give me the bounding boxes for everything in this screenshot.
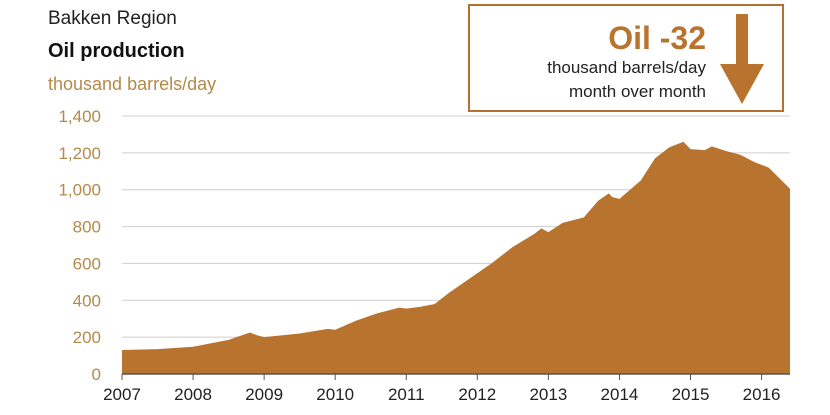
x-tick-label: 2011 — [388, 385, 425, 404]
x-tick-label: 2013 — [529, 385, 567, 404]
x-tick-label: 2015 — [672, 385, 710, 404]
x-tick-label: 2010 — [316, 385, 354, 404]
callout-period-line: month over month — [568, 82, 706, 101]
callout-headline: Oil -32 — [608, 20, 706, 56]
x-tick-label: 2007 — [103, 385, 141, 404]
x-tick-label: 2016 — [743, 385, 781, 404]
y-tick-label: 400 — [73, 291, 101, 310]
x-tick-label: 2014 — [601, 385, 639, 404]
chart-title: Oil production — [48, 40, 185, 62]
y-tick-label: 0 — [92, 365, 101, 384]
y-tick-label: 1,400 — [58, 107, 101, 126]
x-tick-label: 2009 — [245, 385, 283, 404]
y-tick-label: 1,000 — [58, 181, 101, 200]
y-tick-label: 600 — [73, 254, 101, 273]
callout-unit-line: thousand barrels/day — [547, 58, 706, 77]
summary-callout: Oil -32 thousand barrels/day month over … — [468, 4, 784, 112]
region-title: Bakken Region — [48, 8, 177, 29]
y-axis-unit-label: thousand barrels/day — [48, 74, 217, 94]
x-tick-label: 2012 — [458, 385, 496, 404]
x-tick-label: 2008 — [174, 385, 212, 404]
series-area — [122, 141, 790, 374]
down-arrow-icon — [720, 14, 764, 104]
y-tick-label: 800 — [73, 218, 101, 237]
y-tick-label: 1,200 — [58, 144, 101, 163]
y-tick-label: 200 — [73, 328, 101, 347]
